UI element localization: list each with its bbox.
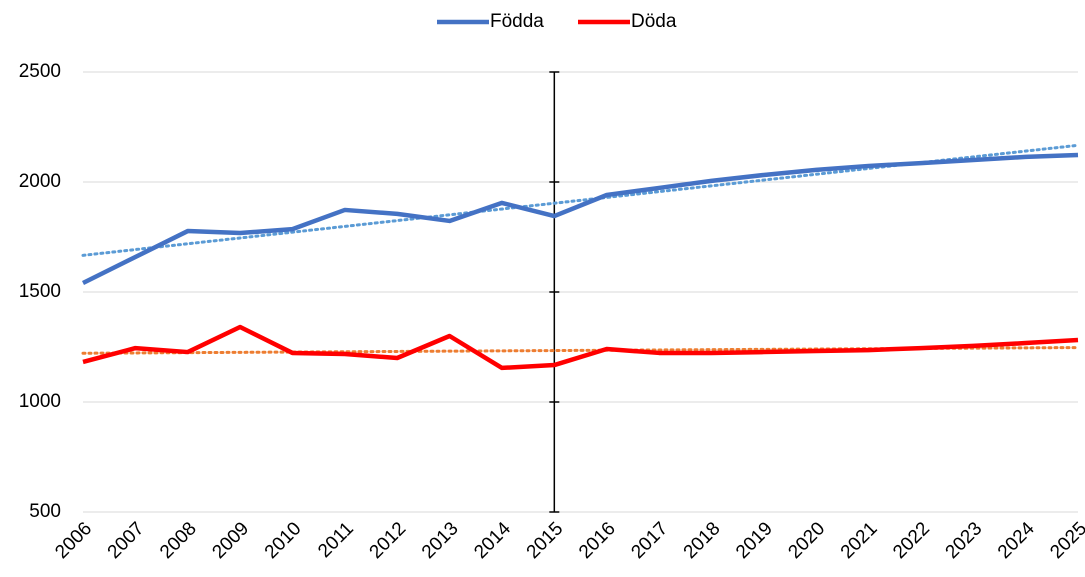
x-tick-label: 2014	[470, 518, 515, 563]
x-tick-label: 2023	[942, 518, 987, 563]
y-tick-label: 2500	[19, 61, 61, 82]
y-tick-label: 1500	[19, 281, 61, 302]
x-tick-label: 2016	[575, 518, 620, 563]
x-tick-label: 2012	[366, 518, 411, 563]
x-tick-label: 2010	[261, 518, 306, 563]
x-tick-label: 2022	[889, 518, 934, 563]
x-tick-label: 2006	[51, 518, 96, 563]
x-tick-label: 2007	[104, 518, 149, 563]
data-line	[82, 324, 1079, 371]
x-tick-label: 2020	[784, 518, 829, 563]
y-tick-label: 500	[29, 501, 61, 522]
x-tick-label: 2019	[732, 518, 777, 563]
data-line	[82, 152, 1079, 285]
x-tick-label: 2009	[208, 518, 253, 563]
x-tick-label: 2011	[314, 518, 358, 562]
y-tick-label: 2000	[19, 171, 61, 192]
legend-label: Döda	[631, 11, 677, 32]
x-tick-label: 2013	[418, 518, 463, 563]
x-tick-label: 2008	[156, 518, 201, 563]
x-tick-label: 2017	[627, 518, 672, 563]
x-tick-label: 2024	[994, 518, 1039, 563]
legend-label: Födda	[490, 11, 544, 32]
x-tick-label: 2018	[680, 518, 725, 563]
y-tick-label: 1000	[19, 391, 61, 412]
x-tick-label: 2015	[523, 518, 568, 563]
x-tick-label: 2021	[837, 518, 882, 563]
x-tick-label: 2025	[1046, 518, 1085, 563]
